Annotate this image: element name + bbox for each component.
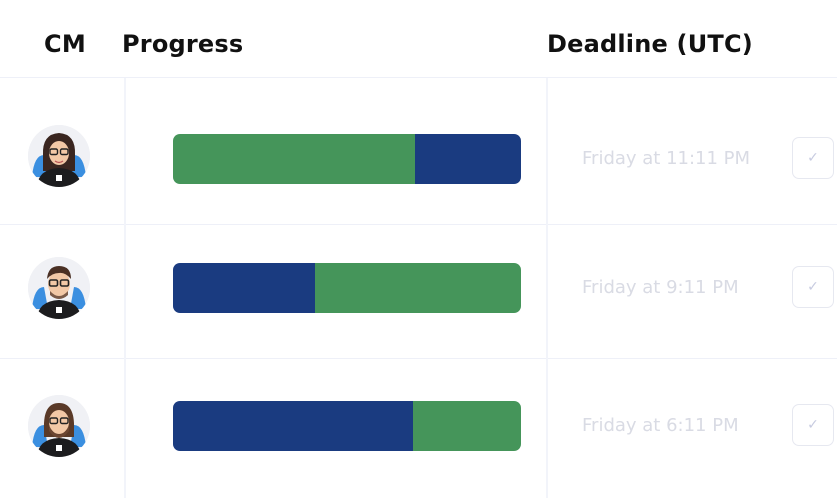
column-header-progress: Progress xyxy=(122,30,244,58)
progress-segment-blue xyxy=(414,134,521,184)
deadline-text: Friday at 6:11 PM xyxy=(582,415,739,436)
deadline-text: Friday at 11:11 PM xyxy=(582,148,751,169)
checkmark-icon: ✓ xyxy=(807,150,819,166)
man-beard-avatar-icon xyxy=(28,395,90,457)
table-row: Friday at 6:11 PM ✓ xyxy=(0,359,837,498)
progress-bar xyxy=(173,401,521,451)
woman-glasses-avatar-icon xyxy=(28,125,90,187)
column-divider xyxy=(546,78,548,498)
man-glasses-avatar-icon xyxy=(28,257,90,319)
check-button[interactable]: ✓ xyxy=(792,137,834,179)
row-divider xyxy=(0,224,837,225)
table-row: Friday at 9:11 PM ✓ xyxy=(0,225,837,358)
progress-bar xyxy=(173,134,521,184)
avatar xyxy=(28,125,90,187)
progress-segment-blue xyxy=(173,401,414,451)
checkmark-icon: ✓ xyxy=(807,279,819,295)
column-header-cm: CM xyxy=(44,30,86,58)
check-button[interactable]: ✓ xyxy=(792,404,834,446)
row-divider xyxy=(0,358,837,359)
avatar xyxy=(28,395,90,457)
progress-bar xyxy=(173,263,521,313)
table-row: Friday at 11:11 PM ✓ xyxy=(0,78,837,224)
check-button[interactable]: ✓ xyxy=(792,266,834,308)
header-divider xyxy=(0,77,837,78)
progress-segment-green xyxy=(314,263,521,313)
avatar xyxy=(28,257,90,319)
progress-segment-blue xyxy=(173,263,315,313)
checkmark-icon: ✓ xyxy=(807,417,819,433)
column-divider xyxy=(124,78,126,498)
progress-segment-green xyxy=(413,401,521,451)
progress-segment-green xyxy=(173,134,415,184)
column-header-deadline: Deadline (UTC) xyxy=(547,30,753,58)
deadline-text: Friday at 9:11 PM xyxy=(582,277,739,298)
